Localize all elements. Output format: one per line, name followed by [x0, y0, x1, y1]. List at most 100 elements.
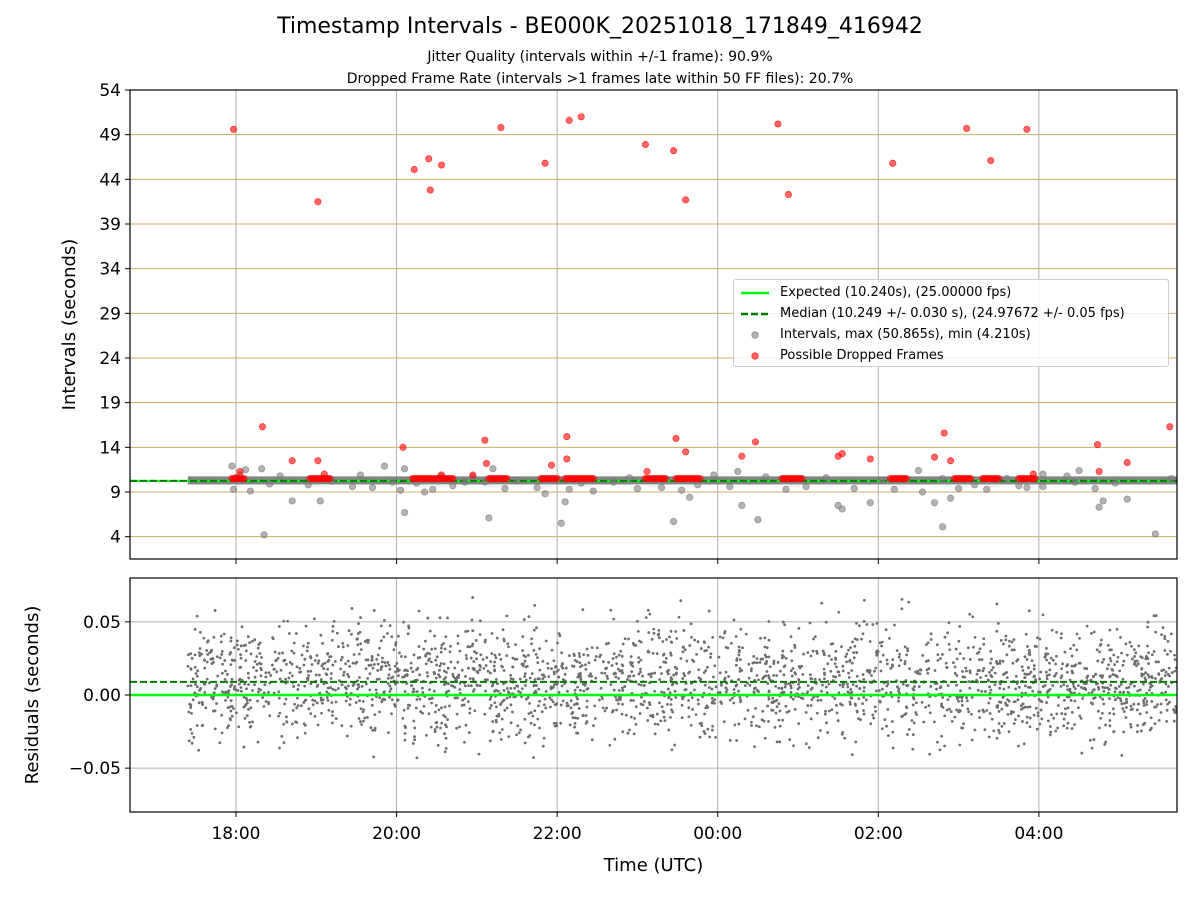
residual-point [249, 652, 253, 656]
residual-point [393, 682, 397, 686]
residual-point [757, 725, 761, 729]
residual-point [336, 645, 340, 649]
residual-point [853, 644, 857, 648]
residual-point [598, 698, 601, 702]
residual-point [393, 704, 397, 708]
residual-point [1032, 713, 1036, 717]
residual-point [215, 702, 218, 705]
residual-point [739, 627, 743, 631]
residual-point [1084, 688, 1088, 691]
residual-point [729, 641, 733, 645]
residual-point [1035, 727, 1039, 731]
residual-point [494, 718, 498, 722]
residual-point [285, 662, 288, 666]
residual-point [540, 710, 544, 714]
residual-point [306, 645, 309, 649]
residual-point [1080, 751, 1084, 755]
residual-point [865, 623, 869, 626]
residual-point [926, 659, 930, 663]
residual-point [980, 689, 984, 693]
residual-point [443, 647, 447, 651]
residual-point [653, 689, 657, 693]
residual-point [1092, 688, 1095, 692]
residual-point [331, 714, 334, 717]
residual-point [1121, 677, 1125, 681]
residual-point [772, 662, 776, 665]
residual-point [737, 722, 741, 726]
residual-point [649, 714, 652, 718]
residual-point [1012, 722, 1016, 725]
residual-point [693, 638, 697, 642]
residual-point [528, 701, 531, 705]
residual-point [552, 659, 556, 663]
residual-point [403, 738, 407, 742]
residual-point [456, 642, 460, 645]
residual-point [601, 706, 605, 710]
residual-point [800, 664, 804, 668]
residual-point [801, 697, 805, 701]
residual-point [230, 704, 234, 708]
residual-point [1023, 655, 1027, 659]
residual-point [1028, 725, 1032, 729]
residual-point [277, 652, 281, 655]
residual-point [585, 647, 589, 651]
residual-point [1045, 658, 1048, 662]
residual-point [1028, 716, 1032, 720]
residual-point [797, 627, 801, 630]
residual-point [350, 632, 353, 636]
residual-point [1072, 685, 1076, 688]
residual-point [490, 652, 494, 656]
residual-point [1110, 667, 1114, 671]
residual-point [1070, 710, 1074, 714]
residual-point [303, 723, 307, 727]
dropped-frame-point [774, 120, 782, 128]
residual-point [897, 689, 901, 693]
residual-point [897, 655, 901, 659]
residual-point [775, 698, 779, 702]
residual-point [900, 607, 904, 611]
residual-point [964, 666, 968, 670]
residual-point [446, 616, 449, 620]
residual-point [953, 715, 957, 719]
residual-point [1034, 706, 1038, 710]
residual-point [951, 661, 955, 665]
residual-point [544, 639, 548, 643]
residual-point [197, 748, 201, 752]
residual-point [987, 735, 991, 739]
residual-point [1036, 714, 1040, 718]
residual-point [355, 637, 359, 641]
residual-point [221, 671, 224, 675]
residual-point [1024, 684, 1027, 688]
residual-point [541, 673, 544, 677]
residual-point [862, 620, 866, 623]
residual-point [1125, 686, 1129, 690]
residual-point [563, 682, 567, 685]
residual-point [302, 644, 305, 648]
residual-point [593, 704, 597, 708]
residual-point [913, 685, 916, 688]
residual-point [406, 706, 410, 710]
residual-point [472, 667, 476, 671]
interval-point [541, 490, 549, 498]
residual-point [282, 722, 285, 726]
residual-point [711, 724, 714, 728]
residual-point [346, 644, 350, 647]
residual-point [862, 709, 865, 712]
residual-point [775, 740, 779, 744]
residual-point [424, 653, 428, 657]
residual-point [1142, 704, 1146, 707]
residual-point [637, 660, 641, 664]
residual-point [1046, 695, 1050, 699]
residual-point [362, 719, 365, 723]
residual-point [415, 698, 419, 701]
legend-swatch-expected [741, 291, 769, 295]
residual-point [281, 651, 284, 655]
residual-point [303, 731, 307, 735]
residual-point [530, 637, 534, 641]
residual-point [621, 730, 625, 734]
residual-point [236, 647, 240, 651]
residual-point [647, 631, 651, 634]
residual-point [629, 655, 633, 658]
residual-point [696, 698, 700, 702]
residual-point [496, 682, 499, 686]
